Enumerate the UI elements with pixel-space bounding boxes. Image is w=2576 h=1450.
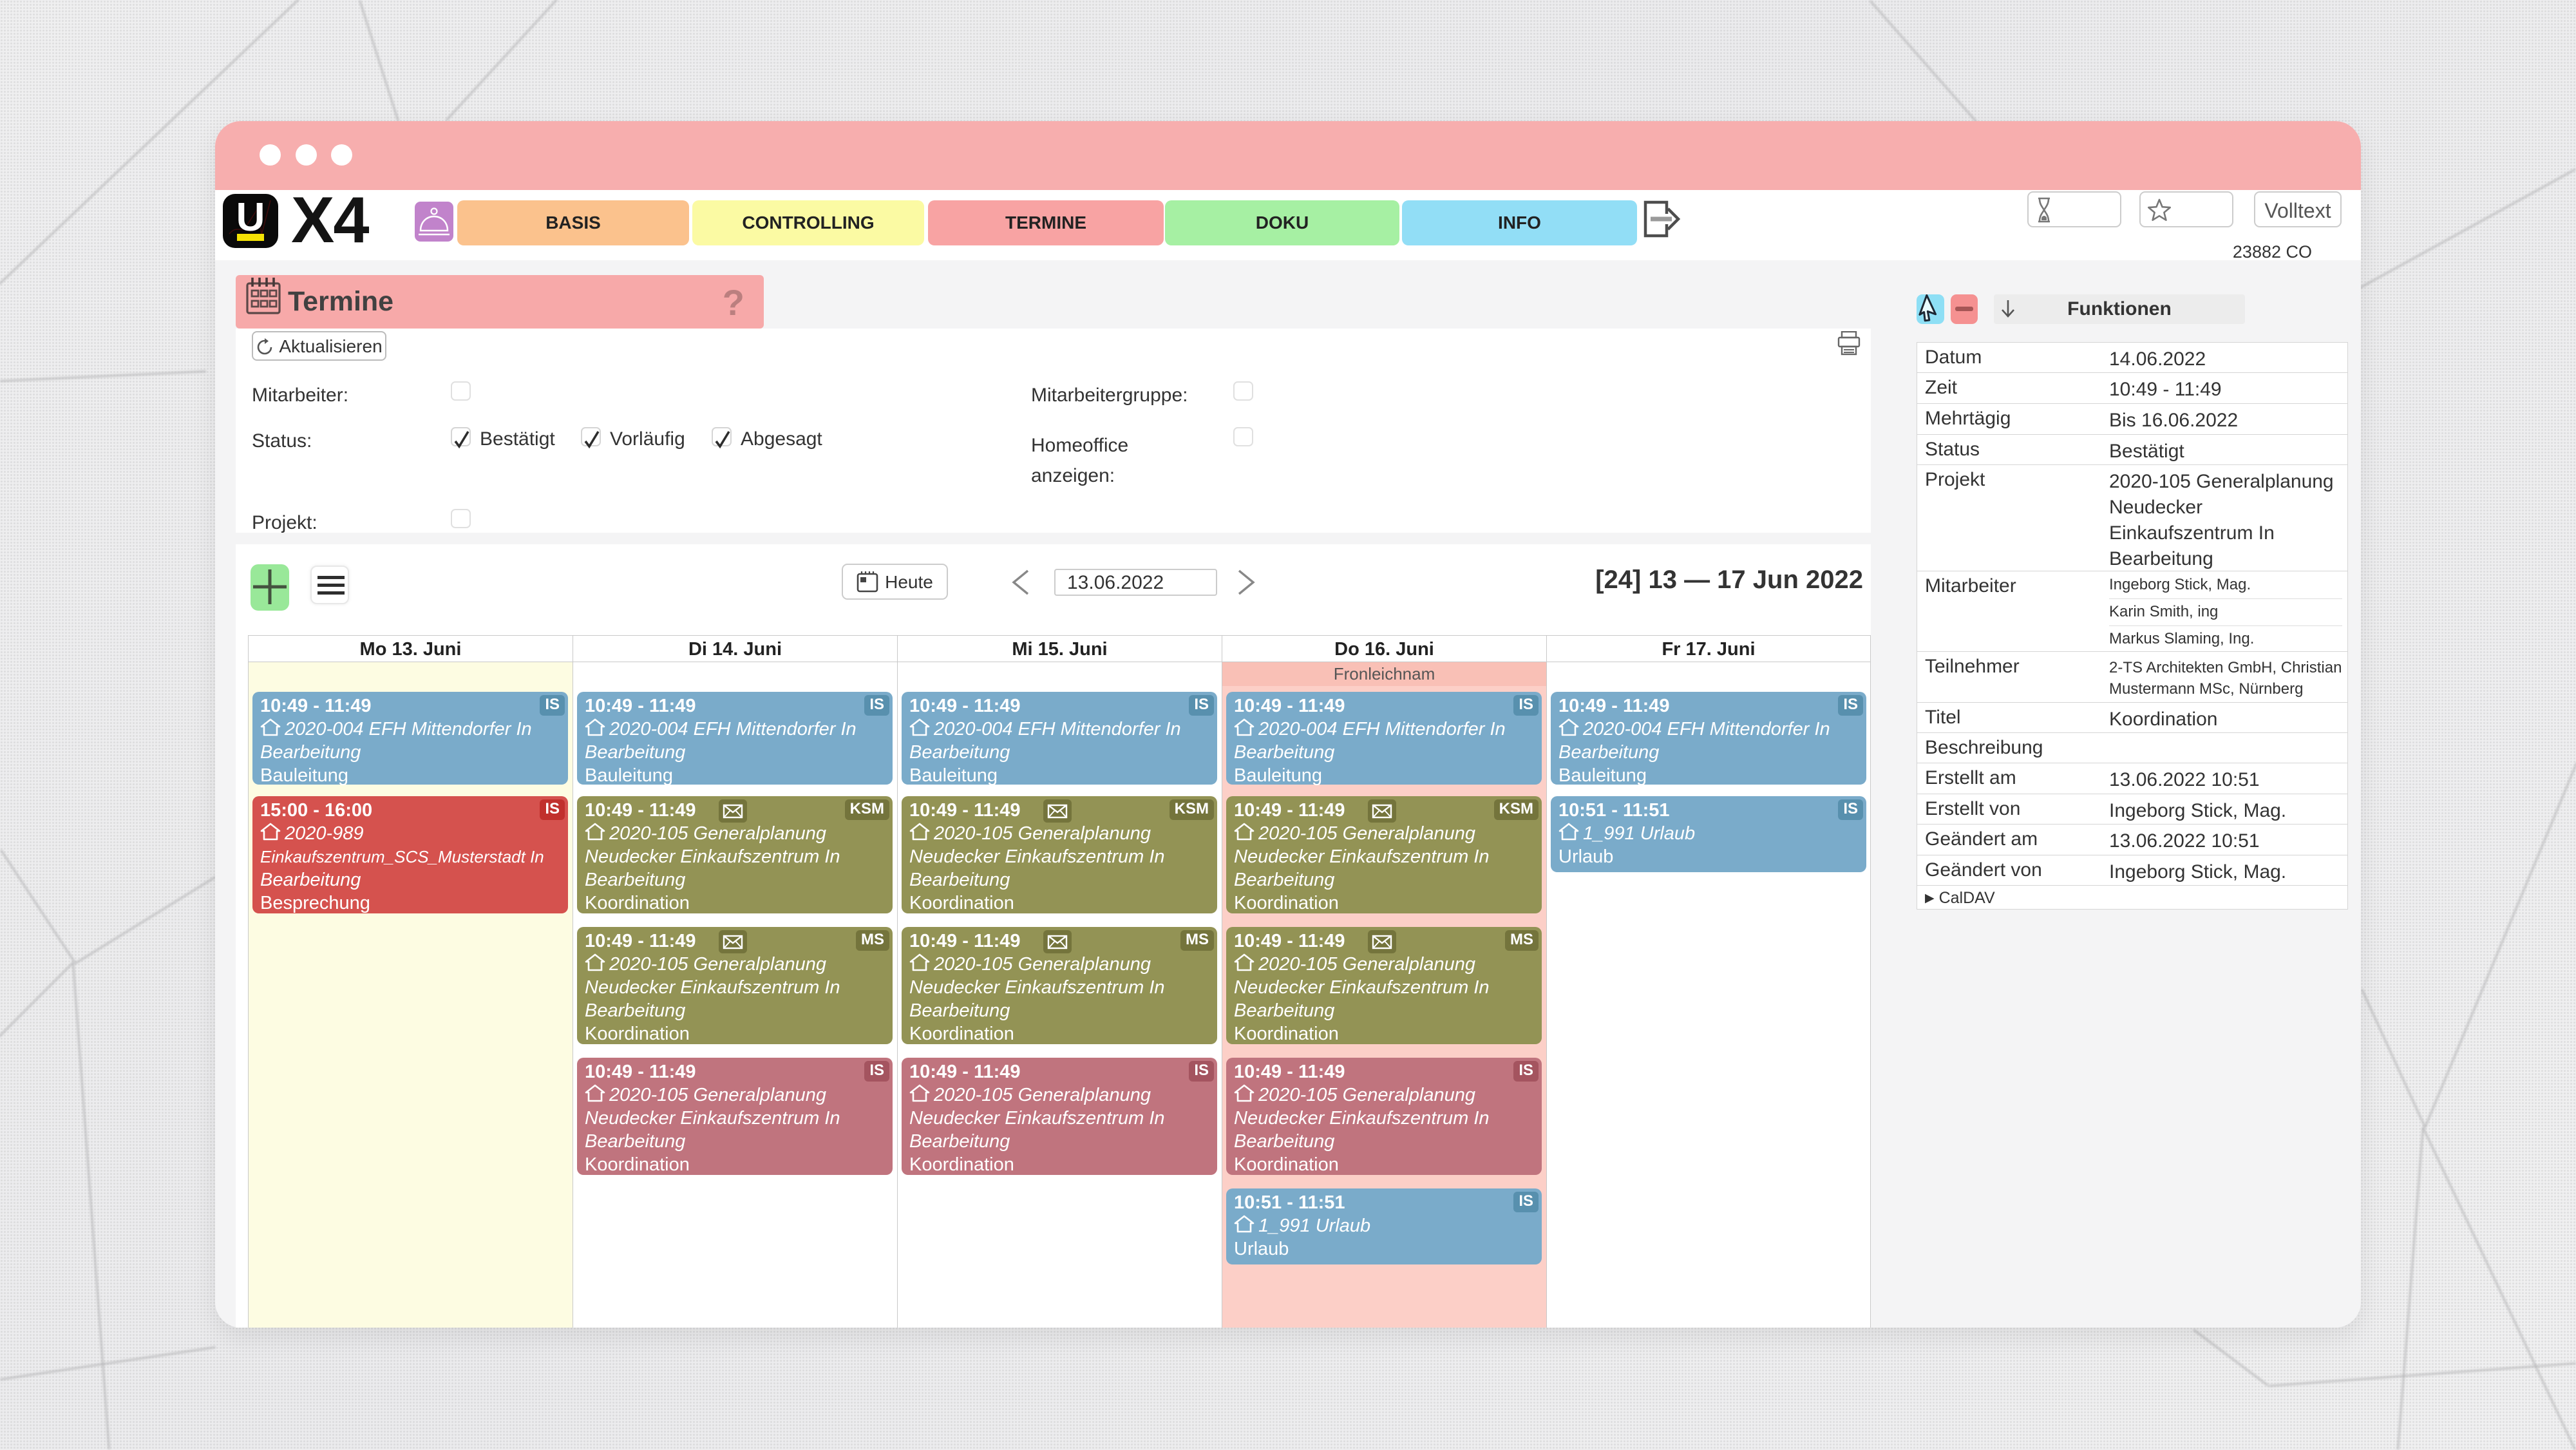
svg-text:U: U [236, 195, 265, 240]
